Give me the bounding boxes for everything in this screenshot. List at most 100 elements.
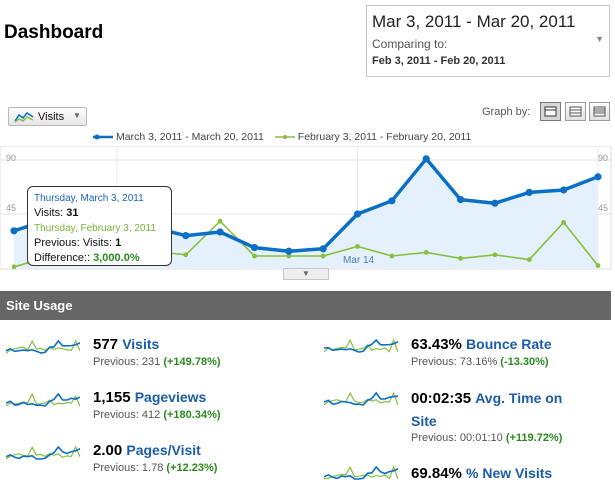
graph-by-label: Graph by:	[482, 106, 531, 118]
point-previous-8	[286, 253, 292, 259]
point-current-6	[216, 228, 224, 236]
point-current-8	[285, 247, 293, 255]
sparkline-previous	[324, 465, 398, 480]
point-current-5	[182, 232, 190, 240]
point-previous-5	[183, 252, 189, 258]
metric-pageviews[interactable]: 1,155 Pageviews	[93, 389, 206, 406]
sparkline-previous	[6, 445, 80, 460]
legend-item-current: March 3, 2011 - March 20, 2011	[93, 131, 264, 143]
change-value: (+180.34%)	[163, 409, 221, 421]
sparkline-current	[6, 445, 80, 460]
point-previous-13	[458, 256, 463, 261]
legend-item-previous: February 3, 2011 - February 20, 2011	[274, 131, 472, 143]
chart-tooltip: Thursday, March 3, 2011 Visits: 31 Thurs…	[27, 186, 172, 266]
page-title: Dashboard	[4, 22, 104, 43]
change-value: (+119.72%)	[505, 432, 563, 444]
point-previous-17	[595, 263, 601, 268]
metric-avg-time-value: 00:02:35	[411, 390, 472, 407]
point-current-13	[456, 196, 465, 204]
tooltip-visits-value: 31	[66, 207, 79, 219]
sparkline-current	[324, 338, 398, 353]
chart-resize-handle[interactable]: ▼	[283, 268, 329, 280]
tooltip-prev-label: Previous: Visits:	[34, 237, 113, 249]
week-view-button[interactable]	[565, 102, 586, 121]
metric-avg-time-line2[interactable]: Site	[411, 413, 437, 430]
week-view-icon	[569, 106, 582, 117]
sparkline-bounce-rate[interactable]	[324, 335, 398, 355]
line-chart-icon	[14, 111, 34, 123]
metric-visits[interactable]: 577 Visits	[93, 336, 159, 353]
y-tick-left-90: 90	[6, 153, 16, 163]
metric-avg-time-link-2[interactable]: Site	[411, 413, 437, 429]
chart-legend: March 3, 2011 - March 20, 2011 February …	[93, 131, 479, 143]
tooltip-diff-label: Difference::	[34, 252, 91, 264]
sparkline-pages-visit[interactable]	[6, 442, 80, 462]
metric-pages-visit[interactable]: 2.00 Pages/Visit	[93, 442, 201, 459]
point-current-7	[250, 244, 259, 252]
metric-avg-time[interactable]: 00:02:35 Avg. Time on	[411, 390, 562, 407]
metric-bounce-rate[interactable]: 63.43% Bounce Rate	[411, 336, 552, 353]
chevron-down-icon: ▼	[73, 111, 81, 120]
prev-label: Previous:	[411, 432, 457, 444]
day-view-icon	[544, 106, 557, 117]
metric-select[interactable]: Visits ▼	[8, 107, 87, 126]
point-previous-10	[355, 244, 360, 249]
sparkline-previous	[6, 392, 80, 407]
metric-new-visits[interactable]: 69.84% % New Visits	[411, 465, 552, 482]
sparkline-previous	[6, 339, 80, 354]
point-previous-12	[423, 250, 429, 255]
legend-label-previous: February 3, 2011 - February 20, 2011	[297, 131, 472, 143]
y-tick-right-45: 45	[598, 203, 608, 213]
metric-avg-time-link[interactable]: Avg. Time on	[475, 390, 563, 406]
point-previous-9	[320, 253, 326, 259]
metric-visits-previous: Previous: 231 (+149.78%)	[93, 356, 221, 368]
sparkline-pageviews[interactable]	[6, 389, 80, 409]
metric-visits-link[interactable]: Visits	[122, 336, 160, 352]
change-value: (+12.23%)	[166, 462, 218, 474]
tooltip-visits: Visits: 31	[34, 206, 165, 221]
point-previous-6	[217, 218, 223, 224]
sparkline-current	[6, 392, 80, 407]
tooltip-diff: Difference:: 3,000.0%	[34, 251, 165, 266]
metric-pageviews-value: 1,155	[93, 389, 131, 406]
metric-bounce-rate-previous: Previous: 73.16% (-13.30%)	[411, 356, 549, 368]
tooltip-prev-date: Thursday, February 3, 2011	[34, 223, 156, 234]
point-current-0	[10, 227, 18, 235]
point-current-16	[560, 186, 568, 194]
sparkline-new-visits[interactable]	[324, 462, 398, 482]
metric-pages-visit-link[interactable]: Pages/Visit	[126, 442, 201, 458]
metric-visits-value: 577	[93, 336, 119, 353]
y-tick-left-45: 45	[6, 203, 16, 213]
day-view-button[interactable]	[540, 102, 561, 121]
legend-label-current: March 3, 2011 - March 20, 2011	[116, 131, 264, 143]
comparing-label: Comparing to:	[372, 37, 448, 51]
date-range-picker[interactable]: Mar 3, 2011 - Mar 20, 2011 Comparing to:…	[366, 5, 610, 77]
change-value: (-13.30%)	[500, 356, 549, 368]
month-view-icon	[593, 106, 606, 117]
tooltip-date: Thursday, March 3, 2011	[34, 193, 144, 204]
metric-new-visits-value: 69.84%	[411, 465, 462, 482]
prev-label: Previous:	[93, 409, 139, 421]
date-range-text: Mar 3, 2011 - Mar 20, 2011	[372, 12, 576, 31]
sparkline-avg-time[interactable]	[324, 388, 398, 408]
prev-value: 73.16%	[459, 356, 498, 368]
sparkline-visits[interactable]	[6, 336, 80, 356]
metric-bounce-rate-link[interactable]: Bounce Rate	[466, 336, 552, 352]
metric-pages-visit-value: 2.00	[93, 442, 123, 459]
metric-pageviews-link[interactable]: Pageviews	[134, 389, 207, 405]
month-view-button[interactable]	[589, 102, 610, 121]
tooltip-visits-label: Visits:	[34, 207, 64, 219]
prev-value: 00:01:10	[459, 432, 503, 444]
site-usage-header: Site Usage	[0, 291, 611, 320]
chevron-down-icon[interactable]: ▼	[595, 34, 604, 44]
metric-new-visits-link[interactable]: % New Visits	[466, 465, 553, 481]
point-current-17	[594, 173, 602, 181]
point-current-9	[319, 245, 327, 253]
point-previous-7	[252, 253, 257, 259]
prev-label: Previous:	[93, 462, 139, 474]
prev-label: Previous:	[411, 356, 457, 368]
prev-value: 412	[141, 409, 161, 421]
point-previous-11	[389, 253, 395, 259]
change-value: (+149.78%)	[163, 356, 221, 368]
point-previous-14	[492, 252, 498, 258]
